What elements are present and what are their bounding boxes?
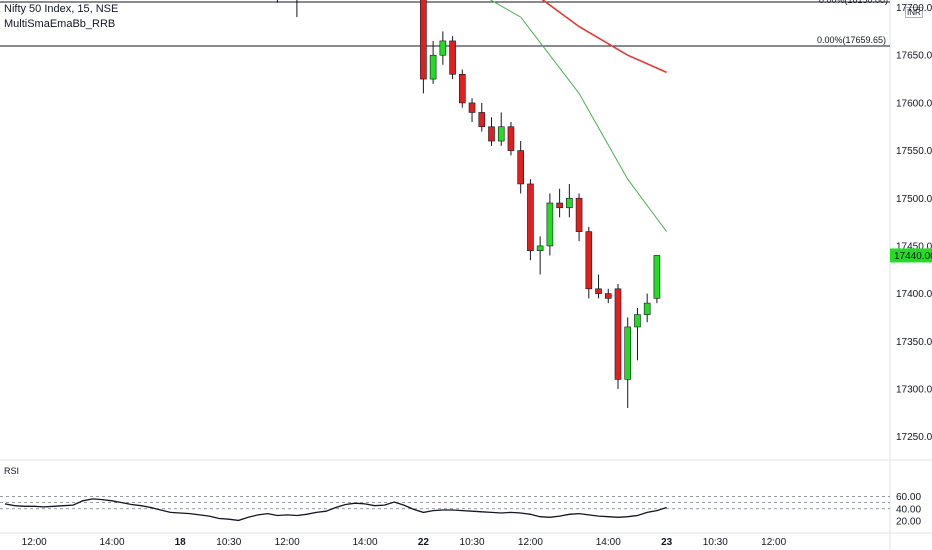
candle-down [575,197,583,232]
candle-up [634,314,641,328]
fast-sma-line [489,0,668,232]
candle-up [653,255,661,299]
candle-down [614,288,622,380]
currency-badge: INR [905,7,923,18]
candle-down [595,288,602,294]
candle-up [429,54,437,80]
last-price-badge [890,248,932,263]
price-tick-label: 17500.00 [896,194,932,205]
time-tick-label: 10:30 [703,537,728,548]
fib-label-top: 0.00%(18150.00) [819,0,888,5]
time-tick-label: 14:00 [352,537,377,548]
candle-down [604,293,612,299]
candle-up [439,40,447,56]
price-tick-label: 17450.00 [896,241,932,252]
candle-down [459,74,466,104]
time-tick-label: 18 [175,537,187,548]
candle-up [546,202,554,247]
time-tick-label: 12:00 [275,537,300,548]
candle-down [420,0,427,80]
fib-label: 0.00%(17659.65) [817,35,886,45]
candle-down [507,126,515,151]
time-tick-label: 14:00 [100,537,125,548]
price-tick-label: 17300.00 [896,384,932,395]
indicator-name: MultiSmaEmaBb_RRB [4,18,116,30]
price-tick-label: 17550.00 [896,146,932,157]
candle-up [536,245,544,251]
time-tick-label: 10:30 [460,537,485,548]
price-tick-label: 17350.00 [896,337,932,348]
candle-down [449,40,456,75]
candle-down [478,112,486,128]
candle-down [468,102,476,113]
rsi-tick-label: 40.00 [896,504,921,515]
time-tick-label: 12:00 [22,537,47,548]
candle-down [517,150,524,185]
time-tick-label: 12:00 [518,537,543,548]
price-tick-label: 17650.00 [896,51,932,62]
chart-title: Nifty 50 Index, 15, NSE [4,3,119,15]
rsi-label: RSI [4,466,20,476]
candle-down [585,231,593,290]
candle-up [497,126,505,142]
candle-up [643,302,651,315]
candle-up [566,197,573,209]
price-tick-label: 17250.00 [896,432,932,443]
price-tick-label: 17600.00 [896,98,932,109]
rsi-line [4,498,667,522]
last-price-label: 17440.00 [894,251,932,262]
time-tick-label: 14:00 [596,537,621,548]
ema-line [541,0,667,74]
rsi-tick-label: 20.00 [896,517,921,528]
rsi-tick-label: 60.00 [896,492,921,503]
time-tick-label: 12:00 [761,537,786,548]
time-tick-label: 23 [661,537,673,548]
candle-down [556,202,563,209]
price-tick-label: 17400.00 [896,289,932,300]
candle-up [624,326,632,380]
price-tick-label: 17700.00 [896,3,932,14]
candle-down [488,126,495,142]
time-tick-label: 10:30 [216,537,241,548]
candle-down [527,183,534,251]
time-tick-label: 22 [418,537,430,548]
